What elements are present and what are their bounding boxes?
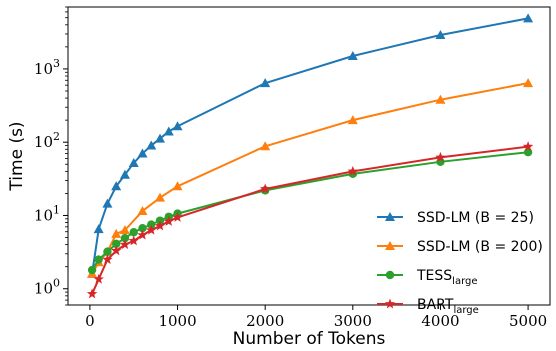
legend-marker bbox=[385, 241, 395, 250]
data-point bbox=[146, 224, 157, 235]
x-tick-label: 4000 bbox=[421, 312, 459, 330]
data-point bbox=[103, 247, 112, 256]
y-axis: 100 101 102 103 bbox=[34, 6, 68, 306]
data-point bbox=[111, 228, 122, 238]
plot-frame bbox=[67, 6, 551, 306]
data-point bbox=[128, 235, 139, 246]
series-layer bbox=[86, 13, 534, 299]
data-point bbox=[93, 224, 104, 234]
data-point bbox=[119, 239, 131, 250]
legend-marker bbox=[385, 270, 395, 280]
data-point bbox=[102, 198, 113, 208]
data-point bbox=[163, 215, 175, 226]
data-point bbox=[146, 140, 157, 150]
data-point bbox=[523, 78, 534, 88]
y-tick-label: 101 bbox=[34, 203, 60, 224]
y-tick-label: 102 bbox=[34, 130, 60, 151]
data-point bbox=[137, 229, 148, 240]
data-point bbox=[522, 141, 534, 152]
data-point bbox=[172, 211, 183, 222]
data-point bbox=[172, 181, 183, 191]
data-point bbox=[137, 148, 148, 158]
data-point bbox=[435, 30, 446, 40]
x-axis-title: Number of Tokens bbox=[233, 329, 386, 349]
data-point bbox=[128, 158, 139, 168]
data-point bbox=[119, 169, 130, 179]
data-point bbox=[86, 288, 98, 299]
data-point bbox=[347, 115, 358, 125]
data-point bbox=[347, 165, 359, 176]
data-point bbox=[94, 255, 103, 264]
data-point bbox=[172, 121, 183, 131]
data-point bbox=[129, 228, 138, 237]
legend-label: SSD-LM (B = 25) bbox=[417, 210, 534, 226]
y-tick-label: 103 bbox=[34, 57, 60, 78]
data-point bbox=[523, 13, 534, 23]
legend-label: SSD-LM (B = 200) bbox=[417, 239, 543, 255]
legend-label: BARTlarge bbox=[417, 297, 479, 316]
data-point bbox=[260, 78, 271, 88]
data-point bbox=[138, 224, 147, 233]
data-point bbox=[163, 126, 174, 136]
legend-label: TESSlarge bbox=[416, 268, 478, 287]
x-axis: 0 1000 2000 3000 4000 5000 bbox=[85, 305, 547, 330]
y-tick-label: 100 bbox=[34, 277, 60, 298]
legend: SSD-LM (B = 25) SSD-LM (B = 200) TESSlarge… bbox=[377, 210, 543, 316]
x-tick-label: 2000 bbox=[246, 312, 284, 330]
data-point bbox=[87, 265, 97, 275]
series-3 bbox=[86, 141, 534, 299]
x-tick-label: 3000 bbox=[334, 312, 372, 330]
data-point bbox=[435, 151, 446, 162]
legend-item: SSD-LM (B = 200) bbox=[377, 239, 543, 255]
data-point bbox=[102, 254, 113, 265]
data-point bbox=[259, 183, 271, 194]
data-point bbox=[120, 233, 130, 243]
legend-item: SSD-LM (B = 25) bbox=[377, 210, 534, 226]
x-tick-label: 0 bbox=[85, 312, 95, 330]
data-point bbox=[260, 141, 271, 151]
data-point bbox=[155, 192, 166, 202]
data-point bbox=[435, 94, 446, 104]
data-point bbox=[110, 245, 122, 256]
legend-marker bbox=[385, 212, 395, 221]
legend-item: BARTlarge bbox=[377, 297, 479, 316]
data-point bbox=[119, 225, 130, 235]
data-point bbox=[523, 148, 533, 157]
y-axis-title: Time (s) bbox=[7, 121, 27, 191]
data-point bbox=[155, 133, 166, 143]
data-point bbox=[111, 181, 122, 191]
x-tick-label: 1000 bbox=[158, 312, 196, 330]
data-point bbox=[112, 239, 121, 249]
x-tick-label: 5000 bbox=[509, 312, 547, 330]
data-point bbox=[147, 220, 156, 229]
data-point bbox=[137, 206, 148, 216]
data-point bbox=[347, 51, 358, 61]
series-0 bbox=[87, 13, 534, 278]
legend-item: TESSlarge bbox=[377, 268, 478, 287]
data-point bbox=[154, 220, 166, 231]
legend-marker bbox=[384, 298, 396, 309]
data-point bbox=[93, 273, 104, 284]
